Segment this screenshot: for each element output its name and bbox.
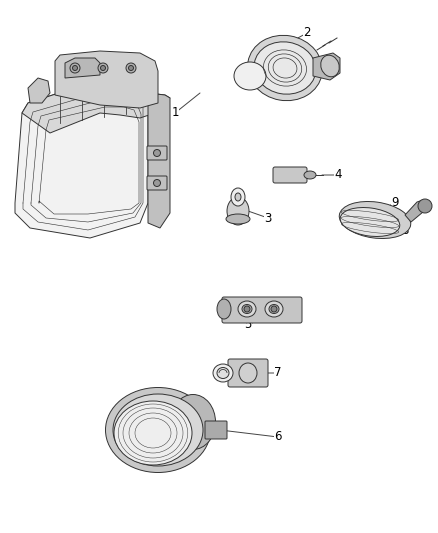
- Polygon shape: [405, 200, 427, 222]
- FancyBboxPatch shape: [147, 146, 167, 160]
- Ellipse shape: [304, 171, 316, 179]
- Text: 3: 3: [264, 212, 272, 224]
- Circle shape: [128, 66, 134, 70]
- FancyBboxPatch shape: [205, 421, 227, 439]
- FancyBboxPatch shape: [222, 297, 302, 323]
- Circle shape: [418, 199, 432, 213]
- FancyBboxPatch shape: [228, 359, 268, 387]
- Polygon shape: [22, 78, 170, 133]
- Ellipse shape: [339, 201, 411, 238]
- Ellipse shape: [234, 62, 266, 90]
- Ellipse shape: [213, 364, 233, 382]
- FancyBboxPatch shape: [273, 167, 307, 183]
- Circle shape: [70, 63, 80, 73]
- Circle shape: [153, 149, 160, 157]
- Ellipse shape: [113, 394, 203, 466]
- Ellipse shape: [265, 301, 283, 317]
- Ellipse shape: [247, 35, 322, 101]
- Text: 5: 5: [244, 319, 252, 332]
- Ellipse shape: [238, 301, 256, 317]
- Circle shape: [73, 66, 78, 70]
- Text: 6: 6: [274, 431, 282, 443]
- FancyBboxPatch shape: [147, 176, 167, 190]
- Circle shape: [126, 63, 136, 73]
- Ellipse shape: [235, 193, 241, 201]
- Text: 9: 9: [391, 197, 399, 209]
- Polygon shape: [65, 58, 100, 78]
- Text: 7: 7: [274, 367, 282, 379]
- Ellipse shape: [106, 387, 211, 472]
- Ellipse shape: [226, 214, 250, 224]
- Circle shape: [244, 306, 250, 312]
- Text: 1: 1: [171, 107, 179, 119]
- Polygon shape: [148, 93, 170, 228]
- Circle shape: [100, 66, 106, 70]
- Ellipse shape: [239, 363, 257, 383]
- Polygon shape: [55, 51, 158, 108]
- Ellipse shape: [340, 207, 400, 237]
- Polygon shape: [313, 53, 340, 80]
- Circle shape: [271, 306, 277, 312]
- Circle shape: [98, 63, 108, 73]
- Polygon shape: [28, 78, 50, 103]
- Ellipse shape: [231, 188, 245, 206]
- Ellipse shape: [269, 304, 279, 313]
- Ellipse shape: [227, 197, 249, 225]
- Ellipse shape: [254, 42, 316, 94]
- Ellipse shape: [321, 55, 339, 77]
- Circle shape: [153, 180, 160, 187]
- Text: 8: 8: [401, 224, 409, 238]
- Ellipse shape: [217, 367, 229, 378]
- Ellipse shape: [217, 299, 231, 319]
- Text: 2: 2: [303, 27, 311, 39]
- Ellipse shape: [170, 394, 215, 449]
- Ellipse shape: [242, 304, 252, 313]
- Polygon shape: [15, 78, 148, 238]
- Text: 4: 4: [334, 168, 342, 182]
- Ellipse shape: [114, 401, 192, 465]
